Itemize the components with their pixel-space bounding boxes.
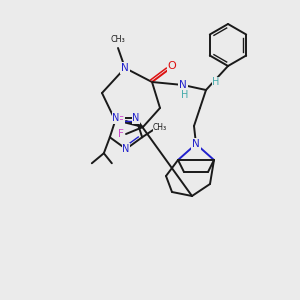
Text: CH₃: CH₃ [111,35,125,44]
Text: O: O [168,61,176,71]
Text: H: H [212,77,220,87]
Text: N: N [132,113,140,123]
Text: F: F [118,116,124,126]
Text: H: H [181,90,189,100]
Text: N: N [192,139,200,149]
Text: N: N [179,80,187,90]
Text: N: N [112,113,120,123]
Text: N: N [122,144,130,154]
Text: F: F [118,129,124,139]
Text: N: N [121,63,129,73]
Text: CH₃: CH₃ [153,123,167,132]
